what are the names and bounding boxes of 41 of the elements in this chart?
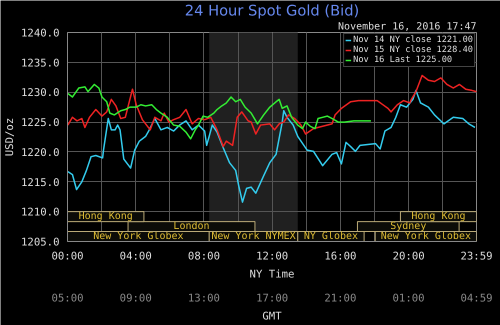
- y-tick-label: 1240.0: [21, 26, 60, 40]
- band-label: Sydney: [390, 221, 426, 232]
- y-tick-label: 1225.0: [21, 116, 60, 130]
- x-tick-label: 04:00: [120, 250, 152, 262]
- legend-label: Nov 15 NY close 1228.40: [353, 45, 473, 55]
- x2-tick-label: 21:00: [324, 292, 356, 304]
- band-label: London: [173, 221, 210, 232]
- line-series: [68, 74, 476, 148]
- legend-label: Nov 14 NY close 1221.00: [353, 35, 473, 45]
- x2-tick-label: 13:00: [188, 292, 220, 304]
- legend-label: Nov 16 Last 1225.00: [353, 55, 452, 65]
- band-label: New York Globex: [380, 231, 472, 242]
- x-tick-label: 20:00: [392, 250, 425, 262]
- y-tick-label: 1205.0: [21, 236, 60, 248]
- line-series: [68, 90, 476, 203]
- y-tick-label: 1215.0: [21, 176, 60, 189]
- x2-axis-title: GMT: [262, 310, 282, 322]
- band-label: New York NYMEX: [211, 231, 296, 242]
- band-label: New York Globex: [93, 231, 184, 242]
- y-tick-label: 1235.0: [21, 56, 60, 70]
- x-tick-label: 00:00: [51, 250, 84, 262]
- band-label: Hong Kong: [411, 211, 466, 222]
- x-axis-title: NY Time: [250, 268, 294, 280]
- band-label: NY Globex: [304, 231, 358, 242]
- x-tick-label: 08:00: [188, 250, 220, 262]
- chart-subtitle: November 16, 2016 17:47: [338, 22, 477, 32]
- x2-tick-label: 09:00: [120, 292, 152, 304]
- x-tick-label: 12:00: [256, 250, 288, 262]
- chart-title: 24 Hour Spot Gold (Bid): [184, 2, 360, 20]
- y-axis-title: USD/oz: [3, 118, 16, 156]
- line-series: [68, 84, 372, 140]
- x2-tick-label: 05:00: [51, 292, 84, 304]
- x2-tick-label: 01:00: [392, 292, 425, 304]
- x-tick-label: 23:59: [460, 250, 493, 262]
- y-tick-label: 1220.0: [21, 146, 60, 159]
- y-tick-label: 1210.0: [21, 206, 60, 219]
- x-tick-label: 16:00: [324, 250, 356, 262]
- y-tick-label: 1230.0: [21, 86, 60, 100]
- band-label: Hong Kong: [78, 211, 133, 222]
- x2-tick-label: 04:59: [460, 292, 493, 304]
- x2-tick-label: 17:00: [256, 292, 288, 304]
